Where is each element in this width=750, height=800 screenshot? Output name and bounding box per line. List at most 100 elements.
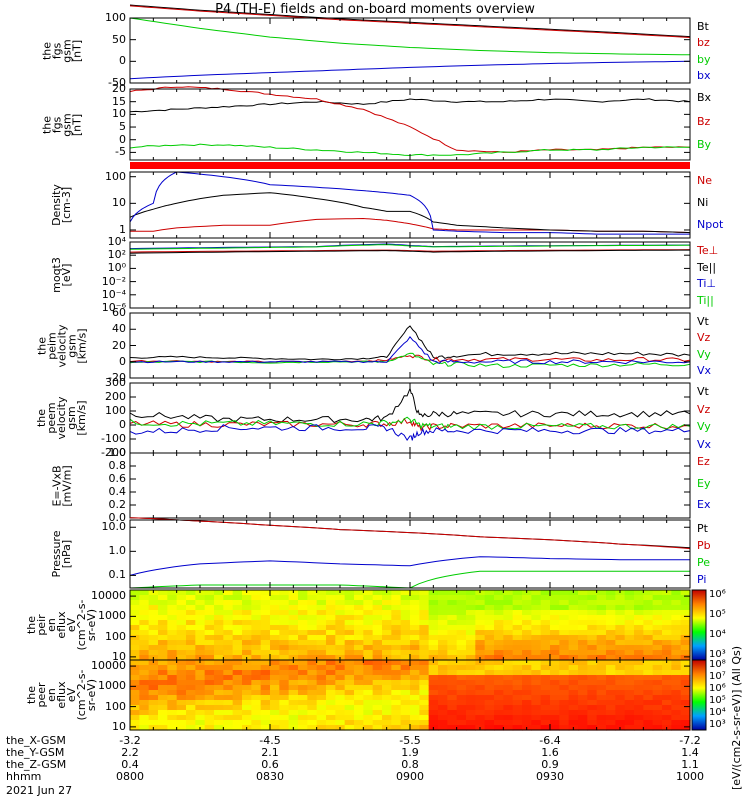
peer-colorbar-tick: 10⁸ [709,659,726,670]
peer-cell [344,660,355,666]
peer-cell [307,685,318,691]
peir-cell [578,625,588,631]
peer-cell [270,710,280,716]
peer-cell [307,715,318,721]
peer-cell [587,665,598,671]
peir-cell [335,645,346,651]
peer-cell [316,695,327,701]
peir-cell [680,640,691,646]
peir-cell [662,650,672,656]
peer-cell [298,690,308,696]
peer-cell [167,725,178,731]
peer-cell [307,725,318,731]
peir-cell [475,625,486,631]
peer-cell [419,705,430,711]
peer-cell [130,705,140,711]
peir-cell [139,605,150,611]
peir-cell [382,625,392,631]
peir-cell [139,590,150,596]
peir-cell [634,655,644,661]
peer-cell [335,715,346,721]
density-series-Npot [129,171,690,235]
efield-legend-2: Ex [697,498,711,512]
peer-cell [587,715,598,721]
peer-cell [568,715,579,721]
peer-cell [176,665,187,671]
peir-cell [484,595,495,601]
peer-cell [270,725,280,731]
pressure-legend-1: Pb [697,539,711,552]
peir-cell [204,625,215,631]
peer-cell [624,705,635,711]
peir-cell [139,610,150,616]
pressure-ytick-label: 1.0 [108,544,127,558]
peer-cell [466,675,476,681]
peir-cell [522,630,532,636]
peir-cell [214,615,224,621]
peer-cell [596,700,607,706]
peer-cell [438,675,448,681]
peir-cell [587,595,598,601]
peir-cell [298,610,308,616]
peer-cell [596,715,607,721]
peer-cell [512,685,523,691]
peir-cell [466,650,476,656]
peir-cell [335,640,346,646]
peir-cell [494,650,504,656]
peer-cell [596,720,607,726]
peir-cell [540,600,551,606]
fgs2-ytick-label: 5 [119,120,126,134]
peer-cell [494,685,504,691]
peer-cell [662,675,672,681]
peer-cell [624,710,635,716]
peer-cell [456,670,467,676]
peer-cell [186,700,196,706]
peer-cell [559,700,570,706]
peer-cell [634,700,644,706]
peir-cell [559,605,570,611]
peer-cell [232,665,243,671]
peer-cell [204,700,215,706]
peir-cell [615,610,626,616]
peer-cell [214,665,224,671]
peer-cell [624,715,635,721]
peer-cell [643,715,654,721]
peer-cell [372,700,383,706]
peir-cell [410,590,420,596]
peir-cell [298,590,308,596]
peer-cell [652,725,663,731]
peer-cell [596,710,607,716]
peer-cell [671,690,682,696]
peir-cell [232,620,243,626]
peir-cell [372,630,383,636]
peer-cell [270,660,280,666]
peir-cell [410,625,420,631]
peir-cell [494,640,504,646]
peer-cell [139,720,150,726]
peer-cell [456,695,467,701]
axis-row-value: 1.1 [681,758,699,771]
peer-cell [307,660,318,666]
peir-cell [167,615,178,621]
peir-cell [139,630,150,636]
peer-cell [596,665,607,671]
peir-cell [410,640,420,646]
peir-cell [596,655,607,661]
peer-cell [400,680,411,686]
peir-cell [344,620,355,626]
peir-cell [204,605,215,611]
peir-cell [288,650,299,656]
peir-cell [186,600,196,606]
peir-cell [326,625,336,631]
peir-cell [512,655,523,661]
peir-cell [270,650,280,656]
peir-cell [671,610,682,616]
pressure-legend-0: Pt [697,522,708,535]
peir-cell [606,600,616,606]
peir-cell [438,590,448,596]
peir-cell [484,615,495,621]
peir-cell [410,605,420,611]
peer-cell [167,700,178,706]
peer-cell [363,715,374,721]
peer-cell [354,700,364,706]
